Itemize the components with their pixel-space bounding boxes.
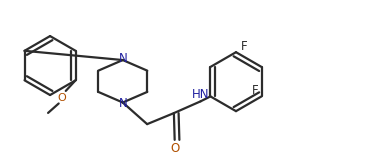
- Text: N: N: [118, 97, 127, 110]
- Text: O: O: [170, 142, 180, 155]
- Text: F: F: [252, 84, 259, 97]
- Text: N: N: [118, 52, 127, 65]
- Text: O: O: [57, 93, 66, 103]
- Text: HN: HN: [192, 88, 210, 101]
- Text: F: F: [240, 40, 247, 53]
